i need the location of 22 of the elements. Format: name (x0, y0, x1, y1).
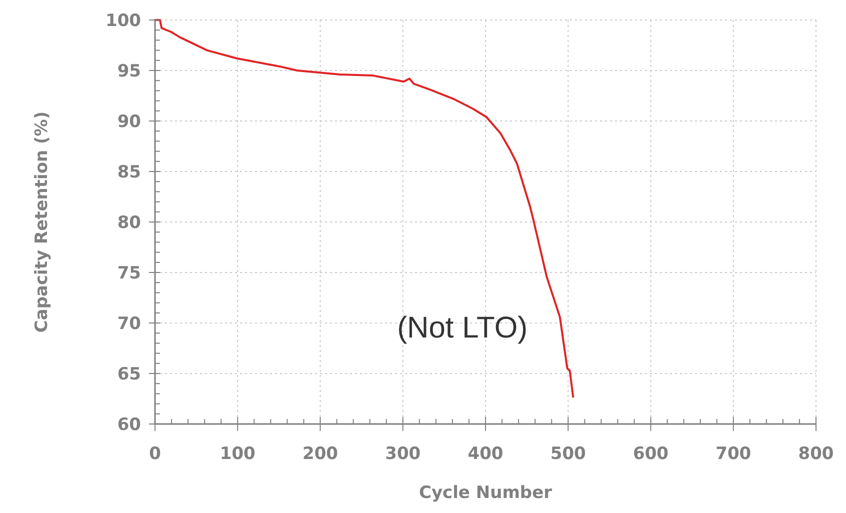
y-axis-title: Capacity Retention (%) (32, 111, 52, 333)
x-tick-label: 100 (220, 444, 256, 464)
y-tick-label: 65 (117, 364, 141, 384)
y-tick-label: 100 (106, 10, 142, 31)
annotation: (Not LTO) (397, 312, 528, 345)
x-tick-label: 500 (550, 444, 586, 464)
x-tick-label: 600 (633, 444, 669, 464)
x-tick-label: 0 (149, 444, 162, 464)
x-tick-label: 700 (716, 444, 752, 464)
y-tick-label: 90 (117, 112, 142, 132)
y-tick-label: 85 (117, 162, 141, 182)
x-tick-label: 200 (302, 444, 338, 464)
x-tick-label: 300 (385, 444, 421, 464)
line-series (154, 19, 574, 398)
x-tick-label: 400 (468, 444, 504, 464)
y-tick-label: 80 (117, 212, 142, 233)
y-tick-label: 75 (117, 263, 141, 284)
x-tick-label: 800 (798, 444, 834, 464)
x-axis-title: Cycle Number (418, 483, 553, 503)
y-tick-label: 70 (117, 314, 142, 334)
y-tick-label: 95 (117, 61, 141, 82)
y-tick-label: 60 (117, 414, 142, 435)
